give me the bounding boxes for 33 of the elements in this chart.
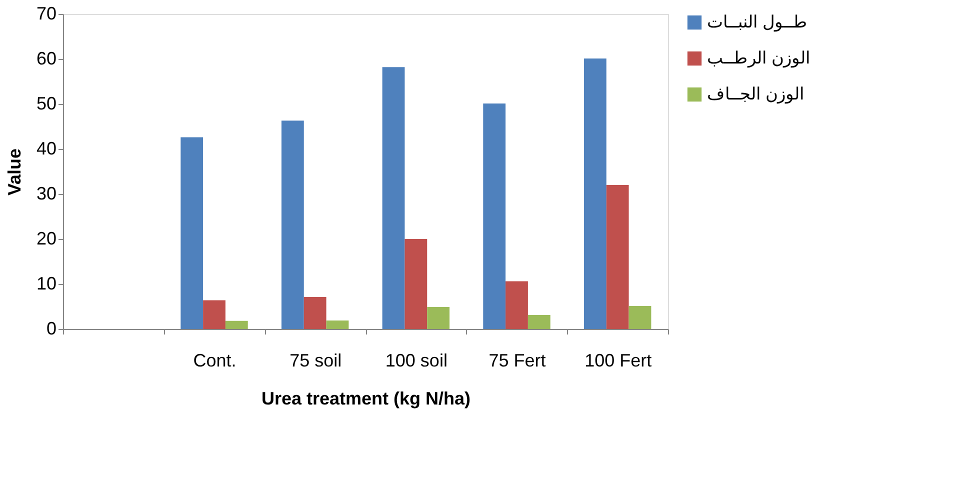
bar <box>304 297 326 329</box>
bar <box>628 306 652 329</box>
bar <box>281 120 304 329</box>
legend-label: الوزن الرطــب <box>707 48 811 68</box>
bar <box>506 281 528 329</box>
x-tick-label: Cont. <box>193 350 236 370</box>
y-tick-label: 50 <box>36 94 56 114</box>
bar <box>203 300 226 329</box>
bar <box>606 185 629 329</box>
x-tick-label: 75 Fert <box>488 350 546 370</box>
x-tick-label: 100 soil <box>385 350 448 370</box>
bar <box>528 315 550 329</box>
bar <box>584 58 606 329</box>
x-tick-label: 75 soil <box>290 350 342 370</box>
y-axis-title: Value <box>4 148 24 196</box>
legend-label: الوزن الجــاف <box>707 84 805 104</box>
bar <box>326 320 349 329</box>
y-tick-label: 0 <box>46 318 56 338</box>
y-tick-label: 10 <box>36 274 56 294</box>
bar <box>225 320 248 329</box>
y-tick-label: 30 <box>36 184 56 204</box>
bar <box>483 104 506 329</box>
bar <box>180 137 204 329</box>
legend-label: طــول النبــات <box>707 12 808 32</box>
bar <box>404 239 428 329</box>
y-tick-label: 60 <box>36 48 56 68</box>
x-axis-title: Urea treatment (kg N/ha) <box>261 388 471 408</box>
bar <box>382 67 405 329</box>
y-tick-label: 20 <box>36 228 56 248</box>
x-tick-label: 100 Fert <box>584 350 652 370</box>
bar <box>427 306 450 329</box>
y-tick-label: 40 <box>36 138 56 158</box>
y-tick-label: 70 <box>36 4 56 24</box>
